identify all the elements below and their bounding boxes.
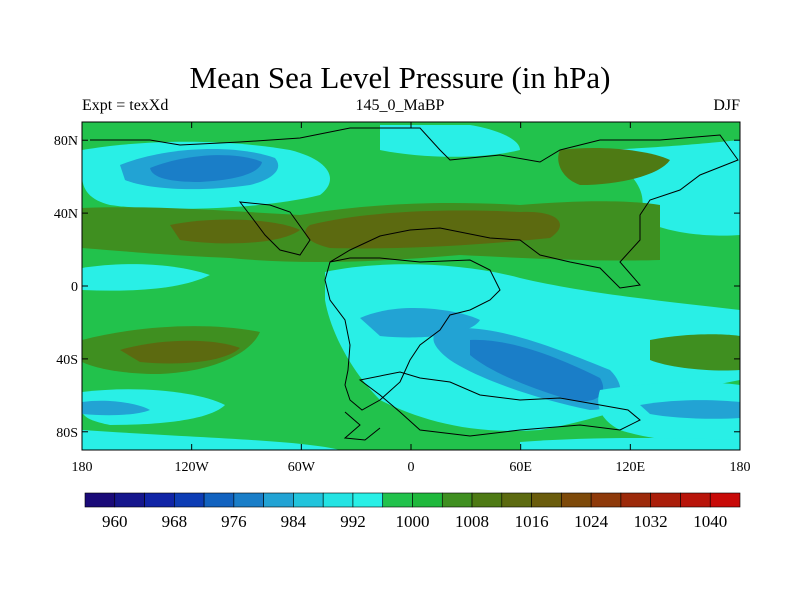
lon-tick-label: 180 [730, 460, 751, 475]
colorbar-swatch [322, 492, 354, 508]
colorbar-label: 1000 [396, 512, 430, 531]
colorbar-swatch [709, 492, 741, 508]
subtitle-time-period: 145_0_MaBP [355, 97, 445, 114]
colorbar-swatch [203, 492, 235, 508]
antarctica-outline [358, 371, 641, 437]
colorbar-swatch [263, 492, 294, 508]
colorbar-label: 1016 [515, 512, 549, 531]
colorbar-swatch [293, 492, 324, 508]
north-america-outline [238, 201, 311, 256]
siberian-high-zone [558, 148, 670, 185]
colorbar-swatch [84, 492, 116, 508]
colorbar-swatch [650, 492, 681, 508]
colorbar-label: 992 [340, 512, 366, 531]
colorbar-swatch [144, 492, 175, 508]
southern-low-core [470, 339, 604, 402]
chart-title: Mean Sea Level Pressure (in hPa) [189, 60, 611, 95]
colorbar-swatch [680, 492, 711, 508]
southern-ocean-low-west-core [82, 400, 150, 416]
pressure-field [82, 122, 740, 450]
colorbar-label: 1008 [455, 512, 489, 531]
colorbar-label: 1024 [574, 512, 609, 531]
colorbar-swatch [590, 492, 622, 508]
colorbar-label: 1040 [693, 512, 727, 531]
southern-ocean-low-east-core [640, 400, 740, 419]
colorbar-swatch [352, 492, 384, 508]
colorbar-label: 984 [281, 512, 307, 531]
latitude-axis: 80N 40N 0 40S 80S [54, 134, 740, 441]
lon-tick-label: 180 [72, 460, 93, 475]
colorbar-swatch [114, 492, 145, 508]
lon-tick-label: 60E [509, 460, 532, 475]
subtitle-season: DJF [713, 97, 740, 114]
lat-tick-label: 80S [56, 426, 78, 441]
pacific-equatorial-low [82, 264, 210, 291]
longitude-axis: 180 120W 60W 0 60E 120E 180 [72, 122, 751, 475]
lat-tick-label: 80N [54, 134, 78, 149]
lat-tick-label: 0 [71, 280, 78, 295]
south-pacific-high [650, 334, 740, 371]
colorbar-swatch [441, 492, 473, 508]
colorbar-swatch [501, 492, 532, 508]
colorbar-label: 1032 [634, 512, 668, 531]
lat-tick-label: 40N [54, 207, 78, 222]
lat-tick-label: 40S [56, 353, 78, 368]
colorbar-swatch [471, 492, 503, 508]
north-low-core [150, 155, 262, 182]
lon-tick-label: 120E [616, 460, 646, 475]
subtitle-experiment: Expt = texXd [82, 97, 169, 114]
lon-tick-label: 0 [408, 460, 415, 475]
south-subtropical-high-core [120, 340, 240, 364]
lon-tick-label: 60W [288, 460, 316, 475]
lon-tick-label: 120W [175, 460, 210, 475]
south-fragments-outline [343, 411, 381, 441]
continent-outlines [90, 127, 739, 441]
colorbar-swatch [561, 492, 592, 508]
colorbar-label: 976 [221, 512, 247, 531]
antarctic-low-west [82, 430, 340, 450]
colorbar-swatch [620, 492, 651, 508]
southern-ocean-low-west [82, 389, 225, 425]
colorbar-swatch [412, 492, 443, 508]
colorbar-label: 960 [102, 512, 128, 531]
colorbar-swatch [174, 492, 205, 508]
arctic-low-zone [380, 125, 520, 157]
laurasia-gondwana-outline [90, 127, 739, 411]
asian-high-core [305, 210, 560, 249]
colorbar-label: 968 [162, 512, 188, 531]
colorbar-swatch [233, 492, 264, 508]
colorbar-swatch [531, 492, 562, 508]
colorbar: 960 968 976 984 992 1000 1008 1016 1024 1032 1040 [84, 492, 741, 531]
colorbar-swatch [382, 492, 413, 508]
